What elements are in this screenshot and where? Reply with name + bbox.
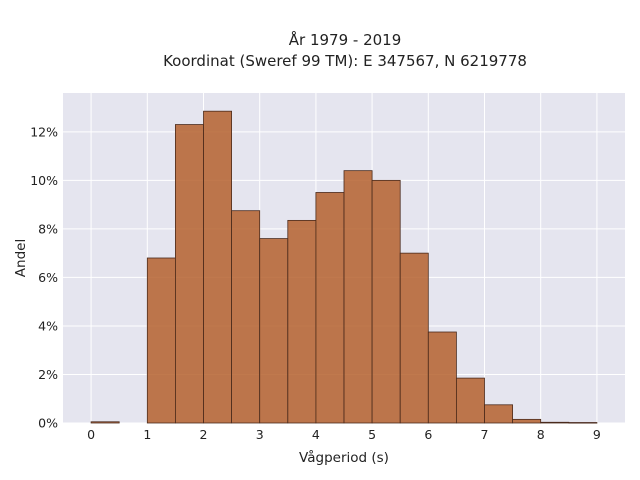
bar-7 (315, 192, 345, 424)
y-tick-label-1: 2% (38, 367, 58, 382)
x-tick-label-9: 9 (593, 427, 601, 442)
bar-13 (484, 404, 514, 424)
bar-3 (203, 110, 233, 424)
x-tick-label-1: 1 (143, 427, 151, 442)
bar-8 (343, 170, 373, 424)
x-tick-label-3: 3 (256, 427, 264, 442)
bar-2 (174, 124, 204, 424)
y-tick-label-5: 10% (30, 173, 58, 188)
x-tick-label-0: 0 (87, 427, 95, 442)
bar-15 (540, 421, 570, 424)
y-tick-label-3: 6% (38, 270, 58, 285)
x-tick-label-7: 7 (481, 427, 489, 442)
y-tick-label-0: 0% (38, 416, 58, 431)
bar-5 (259, 238, 289, 424)
chart-title: År 1979 - 2019 Koordinat (Sweref 99 TM):… (163, 30, 527, 70)
bar-1 (146, 257, 176, 424)
chart-title-line-2: Koordinat (Sweref 99 TM): E 347567, N 62… (163, 52, 527, 70)
y-tick-label-2: 4% (38, 318, 58, 333)
bar-16 (568, 422, 598, 424)
bar-6 (287, 219, 317, 424)
bar-4 (231, 210, 261, 424)
x-axis-ticks: 0 1 2 3 4 5 6 7 8 9 (87, 427, 601, 442)
bar-11 (427, 331, 457, 424)
chart-title-line-1: År 1979 - 2019 (289, 30, 402, 49)
bar-12 (455, 377, 485, 424)
y-tick-label-4: 8% (38, 221, 58, 236)
bar-9 (371, 179, 401, 424)
y-axis-title: Andel (13, 239, 29, 277)
x-axis-title: Vågperiod (s) (299, 449, 389, 466)
x-tick-label-2: 2 (200, 427, 208, 442)
bar-0 (90, 421, 120, 424)
bar-10 (399, 252, 429, 424)
x-tick-label-4: 4 (312, 427, 320, 442)
bar-14 (512, 418, 542, 424)
x-tick-label-6: 6 (424, 427, 432, 442)
y-axis-ticks: 0% 2% 4% 6% 8% 10% 12% (30, 124, 58, 430)
bars (90, 110, 598, 424)
y-tick-label-6: 12% (30, 124, 58, 139)
x-tick-label-8: 8 (537, 427, 545, 442)
x-tick-label-5: 5 (368, 427, 376, 442)
